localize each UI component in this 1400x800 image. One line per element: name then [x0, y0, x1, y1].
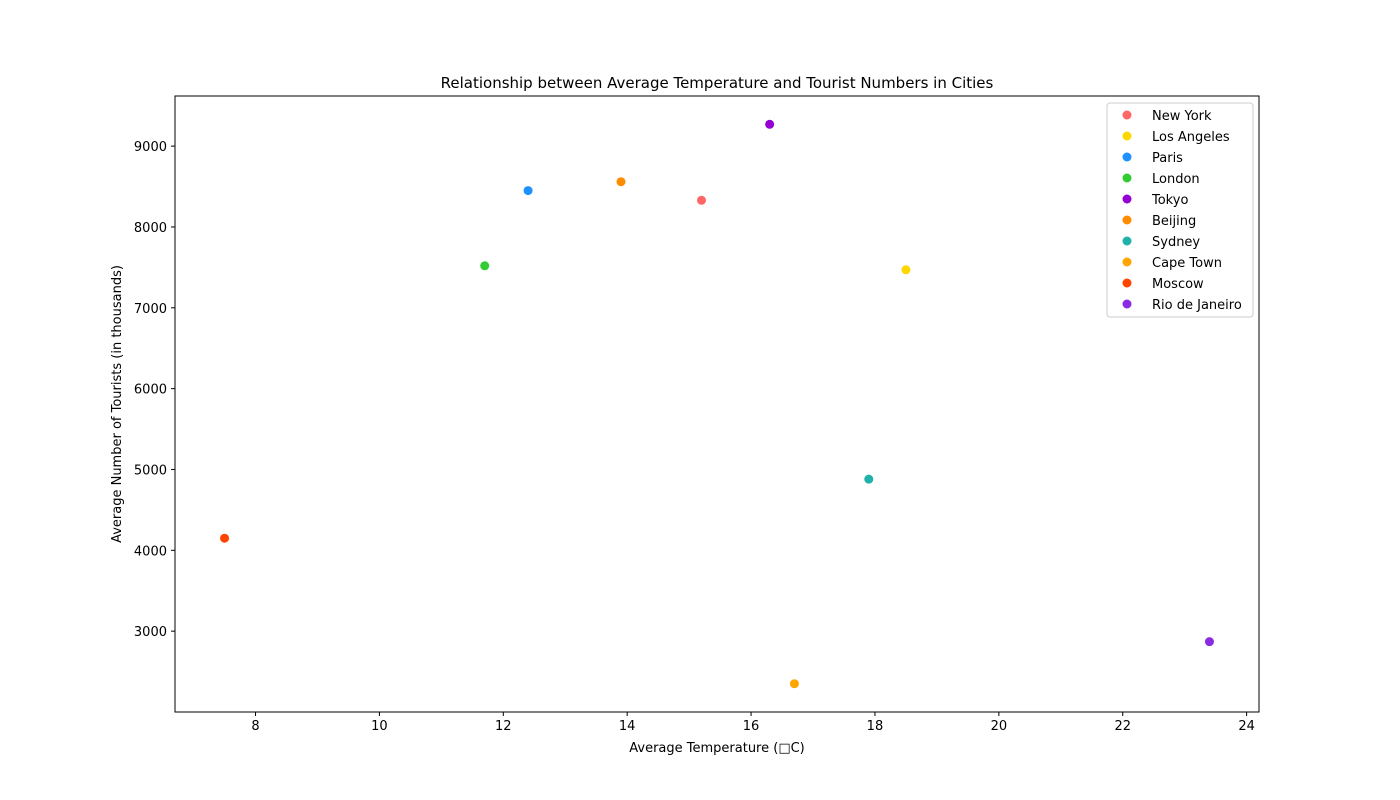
legend-marker — [1122, 215, 1132, 225]
legend-marker — [1122, 299, 1132, 309]
legend-marker — [1122, 194, 1132, 204]
legend-label: Los Angeles — [1152, 130, 1230, 145]
legend-marker — [1122, 278, 1132, 288]
legend-marker — [1122, 257, 1132, 267]
x-tick-label: 22 — [1114, 719, 1131, 734]
data-point-beijing — [616, 177, 626, 187]
legend: New York Los Angeles Paris London Tokyo Beiji… — [1106, 102, 1254, 318]
y-tick-label: 6000 — [134, 383, 167, 398]
data-point-new-york — [697, 195, 707, 205]
data-point-moscow — [220, 533, 230, 543]
data-point-rio-de-janeiro — [1204, 637, 1214, 647]
x-tick-label: 8 — [251, 719, 259, 734]
legend-marker — [1122, 131, 1132, 141]
y-tick-label: 8000 — [134, 221, 167, 236]
legend-marker — [1122, 236, 1132, 246]
data-point-tokyo — [765, 119, 775, 129]
legend-marker — [1122, 110, 1132, 120]
legend-marker — [1122, 152, 1132, 162]
data-point-sydney — [864, 474, 874, 484]
y-axis-ticks: 3000 4000 5000 6000 7000 8000 9000 — [134, 140, 175, 640]
legend-label: Cape Town — [1152, 256, 1222, 271]
legend-label: Beijing — [1152, 214, 1196, 229]
x-tick-label: 10 — [371, 719, 388, 734]
legend-label: Moscow — [1152, 277, 1204, 292]
x-tick-label: 14 — [619, 719, 636, 734]
legend-frame — [1106, 102, 1254, 318]
legend-label: Paris — [1152, 151, 1183, 166]
legend-label: Sydney — [1152, 235, 1200, 250]
data-point-los-angeles — [901, 265, 911, 275]
y-tick-label: 5000 — [134, 463, 167, 478]
legend-label: Tokyo — [1151, 193, 1188, 208]
x-axis-ticks: 8 10 12 14 16 18 20 22 24 — [251, 712, 1255, 734]
y-tick-label: 7000 — [134, 302, 167, 317]
plot-area — [220, 119, 1214, 689]
y-tick-label: 9000 — [134, 140, 167, 155]
x-tick-label: 16 — [743, 719, 760, 734]
legend-label: London — [1152, 172, 1200, 187]
y-tick-label: 3000 — [134, 625, 167, 640]
x-tick-label: 12 — [495, 719, 512, 734]
x-axis-label: Average Temperature (□C) — [629, 741, 805, 756]
legend-label: New York — [1152, 109, 1212, 124]
x-tick-label: 20 — [991, 719, 1008, 734]
data-point-london — [480, 261, 490, 271]
data-point-cape-town — [789, 679, 799, 689]
legend-marker — [1122, 173, 1132, 183]
chart-title: Relationship between Average Temperature… — [441, 74, 994, 92]
x-tick-label: 18 — [867, 719, 884, 734]
y-axis-label: Average Number of Tourists (in thousands… — [110, 265, 125, 543]
x-tick-label: 24 — [1238, 719, 1255, 734]
y-tick-label: 4000 — [134, 544, 167, 559]
plot-frame — [174, 95, 1260, 713]
legend-label: Rio de Janeiro — [1152, 298, 1242, 313]
data-point-paris — [523, 186, 533, 196]
